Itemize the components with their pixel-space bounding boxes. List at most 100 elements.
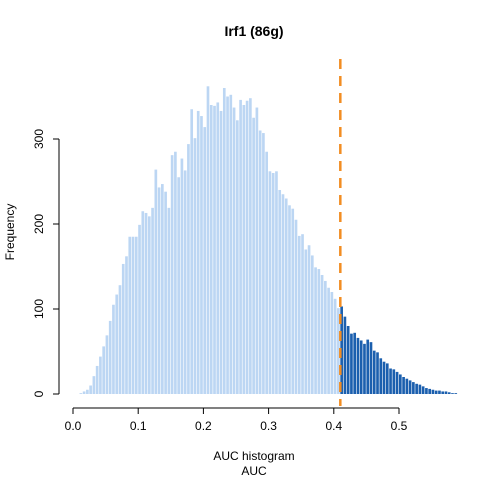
histogram-bar xyxy=(317,269,321,394)
histogram-bar xyxy=(441,391,445,394)
histogram-bar xyxy=(268,171,272,394)
histogram-bar xyxy=(265,151,268,394)
histogram-bar xyxy=(421,386,425,394)
histogram-bar xyxy=(451,393,454,394)
histogram-bar xyxy=(115,294,119,394)
histogram-bar xyxy=(92,376,96,394)
histogram-bar xyxy=(399,374,402,394)
histogram-bar xyxy=(102,346,105,394)
histogram-bar xyxy=(79,393,83,394)
histogram-bar xyxy=(431,389,435,394)
histogram-bar xyxy=(372,350,376,394)
histogram-bar xyxy=(412,382,415,394)
histogram-bar xyxy=(314,267,317,394)
histogram-bar xyxy=(454,393,458,394)
histogram-bar xyxy=(180,158,184,394)
chart-title: Irf1 (86g) xyxy=(224,23,283,39)
histogram-bar xyxy=(346,326,350,394)
histogram-bar xyxy=(226,96,229,394)
histogram-bar xyxy=(434,390,438,394)
histogram-bar xyxy=(99,356,102,394)
histogram-bar xyxy=(108,320,112,394)
y-tick-label: 0 xyxy=(32,390,46,397)
histogram-bar xyxy=(154,169,158,394)
histogram-bar xyxy=(376,352,379,394)
histogram-bar xyxy=(444,391,448,394)
histogram-bar xyxy=(213,105,216,394)
histogram-bar xyxy=(369,342,373,394)
histogram-bar xyxy=(284,198,288,394)
histogram-bar xyxy=(304,249,308,394)
histogram-bar xyxy=(95,365,99,394)
x-axis: 0.0 0.1 0.2 0.3 0.4 0.5 xyxy=(65,407,408,433)
histogram-bar xyxy=(128,236,132,394)
histogram-bar xyxy=(206,86,210,395)
histogram-bar xyxy=(121,263,125,394)
histogram-bar xyxy=(395,371,399,394)
histogram-bar xyxy=(151,207,154,394)
histogram-bar xyxy=(229,94,233,395)
y-axis: 0 100 200 300 xyxy=(32,129,60,397)
histogram-bar xyxy=(134,236,138,394)
y-tick-label: 300 xyxy=(32,129,46,149)
histogram-bar xyxy=(356,337,360,394)
x-axis-label: AUC xyxy=(241,464,267,478)
histogram-bar xyxy=(209,105,213,394)
histogram-bar xyxy=(105,335,109,394)
histogram-bar xyxy=(392,369,396,394)
histogram-bar xyxy=(86,389,89,394)
histogram-bar xyxy=(200,116,203,395)
chart-subtitle: AUC histogram xyxy=(213,449,294,463)
histogram-bar xyxy=(340,306,343,394)
histogram-bar xyxy=(327,287,330,394)
x-tick-label: 0.0 xyxy=(65,419,82,433)
histogram-bar xyxy=(288,205,291,394)
histogram-bar xyxy=(363,343,366,394)
histogram-bar xyxy=(245,100,249,394)
y-axis-label: Frequency xyxy=(3,204,17,261)
histogram-bar xyxy=(350,333,353,394)
histogram-bar xyxy=(343,316,347,394)
histogram-bar xyxy=(174,151,177,394)
histogram-bar xyxy=(297,235,301,394)
histogram-bar xyxy=(405,378,409,394)
histogram-bar xyxy=(415,383,418,394)
histogram-bar xyxy=(222,88,226,394)
histogram-bar xyxy=(255,107,259,395)
histogram-bar xyxy=(294,219,298,394)
histogram-bar xyxy=(258,130,262,394)
histogram-bar xyxy=(252,117,255,394)
x-tick-label: 0.2 xyxy=(195,419,212,433)
histogram-bar xyxy=(164,191,167,394)
histogram-bar xyxy=(236,120,239,395)
histogram-bar xyxy=(330,292,334,394)
histogram-bar xyxy=(262,133,265,395)
histogram-bar xyxy=(161,184,164,394)
histogram-bar xyxy=(118,285,122,394)
histogram-bar xyxy=(337,308,340,394)
histogram-bar xyxy=(291,208,295,394)
histogram-bar xyxy=(275,171,278,394)
y-tick-label: 100 xyxy=(32,299,46,319)
x-tick-label: 0.5 xyxy=(391,419,408,433)
histogram-bar xyxy=(385,363,389,394)
x-tick-label: 0.4 xyxy=(325,419,342,433)
histogram-bar xyxy=(170,155,174,394)
histogram-bar xyxy=(389,368,392,394)
histogram-bar xyxy=(428,388,431,394)
histogram-bar xyxy=(141,211,145,394)
histogram-bar xyxy=(359,340,363,394)
histogram-bar xyxy=(219,110,223,394)
histogram-bar xyxy=(278,190,282,394)
histogram-bar xyxy=(177,177,180,394)
histogram-bar xyxy=(425,388,428,394)
histogram-bar xyxy=(232,107,236,395)
histogram-bar xyxy=(382,361,386,394)
histogram-bar xyxy=(89,385,92,394)
histogram-bar xyxy=(281,194,285,394)
histogram-bar xyxy=(271,173,275,394)
histogram-bar xyxy=(138,224,141,394)
histogram-bar xyxy=(366,339,370,394)
histogram-bar xyxy=(324,280,327,394)
